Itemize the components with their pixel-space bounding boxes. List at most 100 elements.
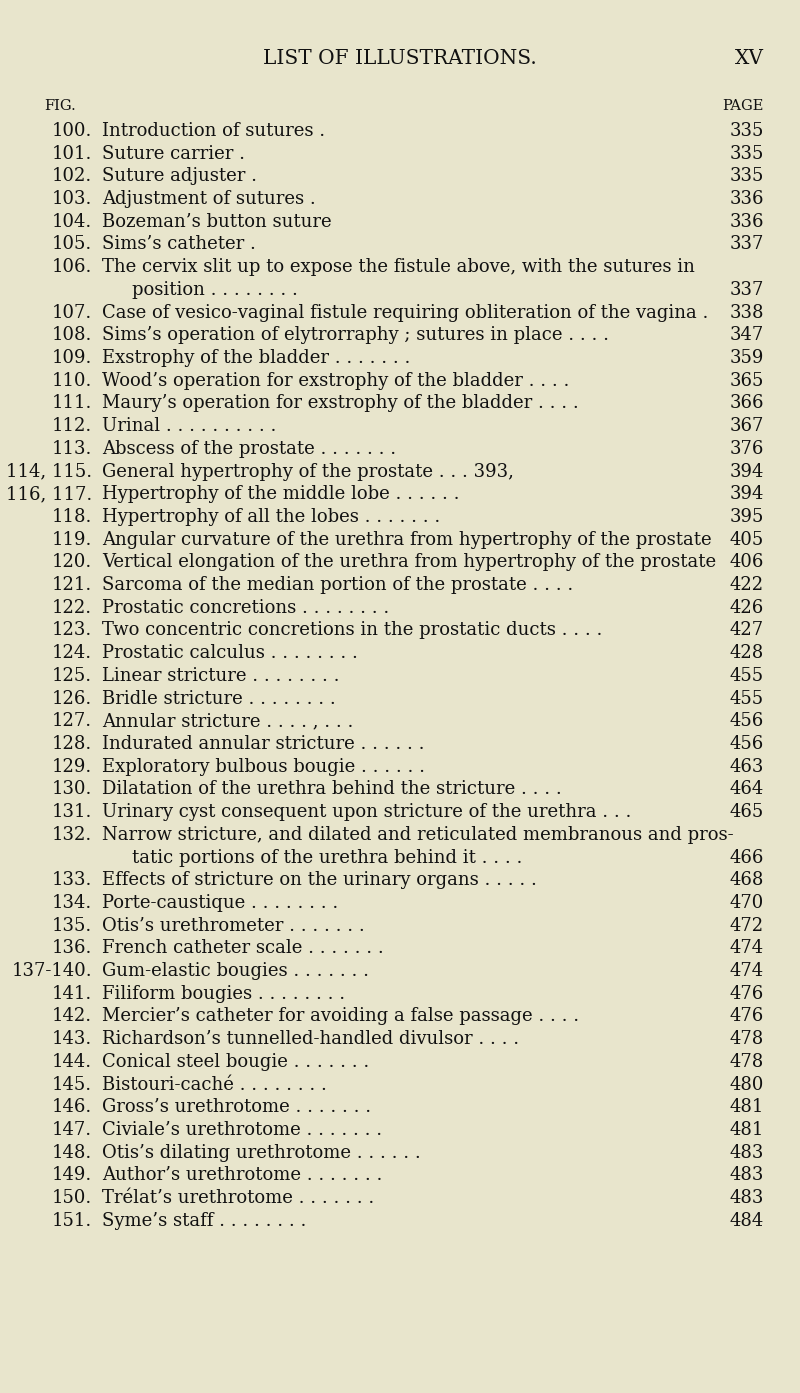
Text: 134.: 134. <box>52 894 92 912</box>
Text: 136.: 136. <box>52 939 92 957</box>
Text: 108.: 108. <box>52 326 92 344</box>
Text: Sarcoma of the median portion of the prostate . . . .: Sarcoma of the median portion of the pro… <box>102 577 574 593</box>
Text: Wood’s operation for exstrophy of the bladder . . . .: Wood’s operation for exstrophy of the bl… <box>102 372 570 390</box>
Text: General hypertrophy of the prostate . . . 393,: General hypertrophy of the prostate . . … <box>102 462 514 481</box>
Text: Sims’s catheter .: Sims’s catheter . <box>102 235 256 254</box>
Text: 468: 468 <box>730 871 764 889</box>
Text: Civiale’s urethrotome . . . . . . .: Civiale’s urethrotome . . . . . . . <box>102 1121 382 1139</box>
Text: FIG.: FIG. <box>44 99 76 113</box>
Text: 483: 483 <box>730 1144 764 1162</box>
Text: Indurated annular stricture . . . . . .: Indurated annular stricture . . . . . . <box>102 736 425 754</box>
Text: 336: 336 <box>730 189 764 208</box>
Text: The cervix slit up to expose the fistule above, with the sutures in: The cervix slit up to expose the fistule… <box>102 258 695 276</box>
Text: 470: 470 <box>730 894 764 912</box>
Text: PAGE: PAGE <box>722 99 764 113</box>
Text: 464: 464 <box>730 780 764 798</box>
Text: 427: 427 <box>730 621 764 639</box>
Text: Bistouri-caché . . . . . . . .: Bistouri-caché . . . . . . . . <box>102 1075 327 1094</box>
Text: 484: 484 <box>730 1212 764 1230</box>
Text: Hypertrophy of the middle lobe . . . . . .: Hypertrophy of the middle lobe . . . . .… <box>102 485 460 503</box>
Text: 135.: 135. <box>52 917 92 935</box>
Text: LIST OF ILLUSTRATIONS.: LIST OF ILLUSTRATIONS. <box>263 49 537 68</box>
Text: 394: 394 <box>730 462 764 481</box>
Text: 131.: 131. <box>52 804 92 820</box>
Text: 116, 117.: 116, 117. <box>6 485 92 503</box>
Text: Filiform bougies . . . . . . . .: Filiform bougies . . . . . . . . <box>102 985 346 1003</box>
Text: 121.: 121. <box>52 577 92 593</box>
Text: 478: 478 <box>730 1031 764 1048</box>
Text: 128.: 128. <box>52 736 92 754</box>
Text: Maury’s operation for exstrophy of the bladder . . . .: Maury’s operation for exstrophy of the b… <box>102 394 579 412</box>
Text: Gum-elastic bougies . . . . . . .: Gum-elastic bougies . . . . . . . <box>102 963 370 981</box>
Text: 476: 476 <box>730 985 764 1003</box>
Text: 463: 463 <box>730 758 764 776</box>
Text: 106.: 106. <box>52 258 92 276</box>
Text: Abscess of the prostate . . . . . . .: Abscess of the prostate . . . . . . . <box>102 440 397 458</box>
Text: Trélat’s urethrotome . . . . . . .: Trélat’s urethrotome . . . . . . . <box>102 1190 374 1208</box>
Text: 146.: 146. <box>52 1098 92 1116</box>
Text: 476: 476 <box>730 1007 764 1025</box>
Text: 406: 406 <box>730 553 764 571</box>
Text: 113.: 113. <box>52 440 92 458</box>
Text: 104.: 104. <box>52 213 92 231</box>
Text: 483: 483 <box>730 1166 764 1184</box>
Text: Vertical elongation of the urethra from hypertrophy of the prostate: Vertical elongation of the urethra from … <box>102 553 717 571</box>
Text: 111.: 111. <box>52 394 92 412</box>
Text: 129.: 129. <box>52 758 92 776</box>
Text: 367: 367 <box>730 417 764 435</box>
Text: Effects of stricture on the urinary organs . . . . .: Effects of stricture on the urinary orga… <box>102 871 538 889</box>
Text: Richardson’s tunnelled-handled divulsor . . . .: Richardson’s tunnelled-handled divulsor … <box>102 1031 519 1048</box>
Text: Hypertrophy of all the lobes . . . . . . .: Hypertrophy of all the lobes . . . . . .… <box>102 508 441 527</box>
Text: 127.: 127. <box>52 712 92 730</box>
Text: 347: 347 <box>730 326 764 344</box>
Text: 100.: 100. <box>52 123 92 139</box>
Text: 145.: 145. <box>52 1075 92 1094</box>
Text: 102.: 102. <box>52 167 92 185</box>
Text: 405: 405 <box>730 531 764 549</box>
Text: 456: 456 <box>730 712 764 730</box>
Text: 395: 395 <box>730 508 764 527</box>
Text: Prostatic concretions . . . . . . . .: Prostatic concretions . . . . . . . . <box>102 599 390 617</box>
Text: Introduction of sutures .: Introduction of sutures . <box>102 123 326 139</box>
Text: French catheter scale . . . . . . .: French catheter scale . . . . . . . <box>102 939 384 957</box>
Text: 126.: 126. <box>52 690 92 708</box>
Text: 119.: 119. <box>52 531 92 549</box>
Text: 366: 366 <box>730 394 764 412</box>
Text: Urinal . . . . . . . . . .: Urinal . . . . . . . . . . <box>102 417 277 435</box>
Text: 141.: 141. <box>52 985 92 1003</box>
Text: 474: 474 <box>730 939 764 957</box>
Text: Dilatation of the urethra behind the stricture . . . .: Dilatation of the urethra behind the str… <box>102 780 562 798</box>
Text: 422: 422 <box>730 577 764 593</box>
Text: 151.: 151. <box>52 1212 92 1230</box>
Text: 132.: 132. <box>52 826 92 844</box>
Text: 474: 474 <box>730 963 764 981</box>
Text: 335: 335 <box>730 123 764 139</box>
Text: Narrow stricture, and dilated and reticulated membranous and pros-: Narrow stricture, and dilated and reticu… <box>102 826 734 844</box>
Text: 481: 481 <box>730 1121 764 1139</box>
Text: Conical steel bougie . . . . . . .: Conical steel bougie . . . . . . . <box>102 1053 370 1071</box>
Text: 365: 365 <box>730 372 764 390</box>
Text: 466: 466 <box>730 848 764 866</box>
Text: 120.: 120. <box>52 553 92 571</box>
Text: Exstrophy of the bladder . . . . . . .: Exstrophy of the bladder . . . . . . . <box>102 350 410 366</box>
Text: 133.: 133. <box>52 871 92 889</box>
Text: 105.: 105. <box>52 235 92 254</box>
Text: Bridle stricture . . . . . . . .: Bridle stricture . . . . . . . . <box>102 690 336 708</box>
Text: 337: 337 <box>730 235 764 254</box>
Text: 335: 335 <box>730 167 764 185</box>
Text: 456: 456 <box>730 736 764 754</box>
Text: 480: 480 <box>730 1075 764 1094</box>
Text: 122.: 122. <box>52 599 92 617</box>
Text: 337: 337 <box>730 281 764 299</box>
Text: Two concentric concretions in the prostatic ducts . . . .: Two concentric concretions in the prosta… <box>102 621 602 639</box>
Text: 125.: 125. <box>52 667 92 685</box>
Text: 376: 376 <box>730 440 764 458</box>
Text: Otis’s dilating urethrotome . . . . . .: Otis’s dilating urethrotome . . . . . . <box>102 1144 421 1162</box>
Text: Sims’s operation of elytrorraphy ; sutures in place . . . .: Sims’s operation of elytrorraphy ; sutur… <box>102 326 610 344</box>
Text: Exploratory bulbous bougie . . . . . .: Exploratory bulbous bougie . . . . . . <box>102 758 426 776</box>
Text: 150.: 150. <box>52 1190 92 1208</box>
Text: Suture carrier .: Suture carrier . <box>102 145 246 163</box>
Text: Suture adjuster .: Suture adjuster . <box>102 167 258 185</box>
Text: Angular curvature of the urethra from hypertrophy of the prostate: Angular curvature of the urethra from hy… <box>102 531 712 549</box>
Text: 426: 426 <box>730 599 764 617</box>
